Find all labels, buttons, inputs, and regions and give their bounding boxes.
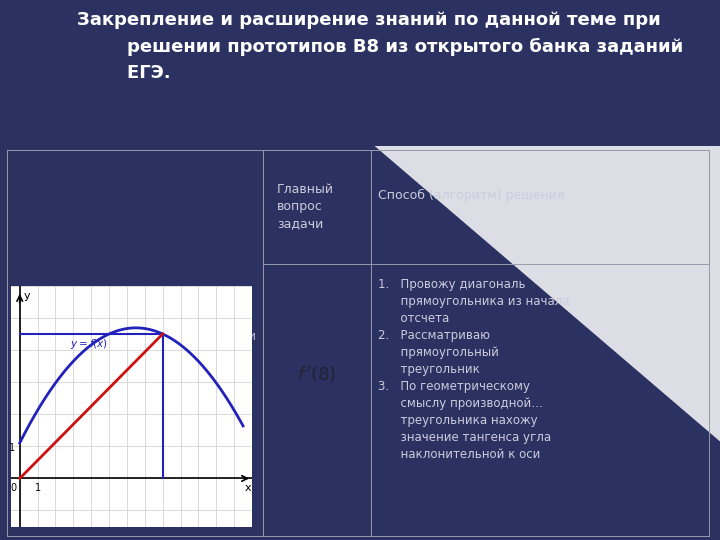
Text: Способ (алгоритм) решения: Способ (алгоритм) решения bbox=[378, 188, 564, 201]
Polygon shape bbox=[0, 146, 720, 540]
Text: 0: 0 bbox=[11, 483, 17, 493]
Text: 1: 1 bbox=[35, 483, 41, 493]
Text: y: y bbox=[23, 291, 30, 301]
Text: и: и bbox=[248, 330, 256, 343]
Text: Главный
вопрос
задачи: Главный вопрос задачи bbox=[277, 184, 334, 231]
Text: $f\,'(8)$: $f\,'(8)$ bbox=[297, 364, 336, 385]
Text: $y=f(x)$: $y=f(x)$ bbox=[70, 337, 108, 351]
Text: 1.   Провожу диагональ
      прямоугольника из начала
      отсчета
2.   Рассмат: 1. Провожу диагональ прямоугольника из н… bbox=[378, 278, 570, 461]
Text: нкции .: нкции . bbox=[199, 299, 248, 312]
Text: 1: 1 bbox=[9, 443, 15, 453]
Text: Закрепление и расширение знаний по данной теме при
        решении прототипов В8: Закрепление и расширение знаний по данно… bbox=[76, 11, 683, 82]
Text: x: x bbox=[245, 483, 251, 493]
